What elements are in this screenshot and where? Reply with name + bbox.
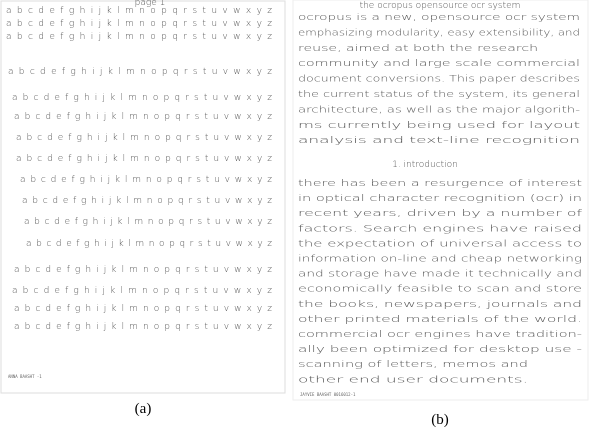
abstract-line: ms currently being used for layout <box>298 121 581 131</box>
caption-b: (b) <box>431 412 449 428</box>
alphabet-row: a b c d e f g h i j k l m n o p q r s t … <box>20 175 272 185</box>
panel-b <box>292 0 589 401</box>
abstract-line: reuse, aimed at both the research <box>298 44 538 54</box>
caption-a: (a) <box>135 401 152 417</box>
alphabet-row: a b c d e f g h i j k l m n o p q r s t … <box>26 239 272 249</box>
doc-title: the ocropus opensource ocr system <box>360 1 521 11</box>
abstract-line: the current status of the system, its ge… <box>298 90 580 100</box>
body-line: in optical character recognition (ocr) i… <box>298 194 582 204</box>
abstract-line: architecture, as well as the major algor… <box>298 105 580 115</box>
body-line: recent years, driven by a number of <box>298 209 583 219</box>
body-line: scanning of letters, memos and <box>298 360 528 370</box>
body-line: other end user documents. <box>298 375 528 385</box>
alphabet-row: a b c d e f g h i j k l m n o p q r s t … <box>16 133 272 143</box>
abstract-line: ocropus is a new, opensource ocr system <box>298 13 580 23</box>
alphabet-row: a b c d e f g h i j k l m n o p q r s t … <box>16 154 272 164</box>
body-line: information on-line and cheap networking <box>298 255 582 265</box>
alphabet-row: a b c d e f g h i j k l m n o p q r s t … <box>6 6 272 16</box>
page-heading: page 1 <box>135 0 166 8</box>
body-line: and storage have made it technically and <box>298 270 582 280</box>
abstract-line: emphasizing modularity, easy extensibili… <box>298 28 580 38</box>
alphabet-row: a b c d e f g h i j k l m n o p q r s t … <box>14 322 272 332</box>
body-line: economically feasible to scan and store <box>298 285 582 295</box>
alphabet-row: a b c d e f g h i j k l m n o p q r s t … <box>12 286 272 296</box>
alphabet-row: a b c d e f g h i j k l m n o p q r s t … <box>14 265 272 275</box>
body-line: factors. Search engines have raised <box>298 224 582 234</box>
body-line: other printed materials of the world. <box>298 315 582 325</box>
alphabet-row: a b c d e f g h i j k l m n o p q r s t … <box>6 19 272 29</box>
alphabet-row: a b c d e f g h i j k l m n o p q r s t … <box>12 93 272 103</box>
body-line: the expectation of universal access to <box>298 239 582 249</box>
alphabet-row: a b c d e f g h i j k l m n o p q r s t … <box>8 67 272 77</box>
alphabet-row: a b c d e f g h i j k l m n o p q r s t … <box>14 112 272 122</box>
abstract-line: analysis and text-line recognition <box>298 136 580 146</box>
alphabet-row: a b c d e f g h i j k l m n o p q r s t … <box>22 196 272 206</box>
panel-a <box>0 0 286 394</box>
abstract-line: document conversions. This paper describ… <box>298 75 580 85</box>
body-line: the books, newspapers, journals and <box>298 300 582 310</box>
section-heading: 1. introduction <box>392 160 458 170</box>
footer-b: JAYVIE BAASHT 0016012-1 <box>300 392 356 397</box>
footer-a: ANNA BAASHT -1 <box>8 374 42 379</box>
abstract-line: community and large scale commercial <box>298 59 580 69</box>
body-line: commercial ocr engines have tradition- <box>298 330 582 340</box>
alphabet-row: a b c d e f g h i j k l m n o p q r s t … <box>6 32 272 42</box>
alphabet-row: a b c d e f g h i j k l m n o p q r s t … <box>24 217 272 227</box>
body-line: ally been optimized for desktop use - <box>298 345 582 355</box>
alphabet-row: a b c d e f g h i j k l m n o p q r s t … <box>14 304 272 314</box>
body-line: there has been a resurgence of interest <box>298 179 583 189</box>
